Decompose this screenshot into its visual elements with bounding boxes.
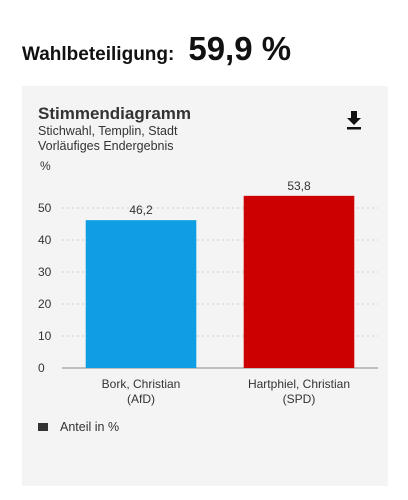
turnout-value: 59,9 % <box>188 30 292 67</box>
bar-chart: % 0 10 20 30 40 50 46,2 Bork, Christian(AfD) 53,8… <box>38 159 378 406</box>
chart-subtitle-line1: Stichwahl, Templin, Stadt <box>38 124 178 138</box>
bar-value-label: 53,8 <box>287 179 311 193</box>
legend-label: Anteil in % <box>60 420 120 434</box>
y-tick-label: 40 <box>38 233 52 247</box>
chart-subtitle: Stichwahl, Templin, Stadt Vorläufiges En… <box>38 124 177 154</box>
chart-card: Stimmendiagramm Stichwahl, Templin, Stad… <box>22 86 388 486</box>
y-tick-label: 10 <box>38 329 52 343</box>
y-tick-label: 50 <box>38 201 52 215</box>
y-tick-label: 30 <box>38 265 52 279</box>
chart-title: Stimmendiagramm <box>38 104 192 123</box>
legend-swatch <box>38 423 48 431</box>
chart-subtitle-line2: Vorläufiges Endergebnis <box>38 139 174 153</box>
x-tick-label: (SPD) <box>283 392 316 406</box>
bar-value-label: 46,2 <box>129 203 153 217</box>
x-tick-label: Hartphiel, Christian <box>248 377 350 391</box>
x-tick-label: Bork, Christian <box>102 377 181 391</box>
legend: Anteil in % <box>38 420 119 434</box>
y-tick-label: 20 <box>38 297 52 311</box>
download-icon[interactable] <box>342 108 366 132</box>
bar <box>85 220 197 368</box>
bar <box>243 195 355 368</box>
turnout-label: Wahlbeteiligung: <box>22 44 175 65</box>
turnout: Wahlbeteiligung: 59,9 % <box>22 30 291 68</box>
y-tick-label: 0 <box>38 361 45 375</box>
y-axis-label: % <box>40 159 51 173</box>
x-tick-label: (AfD) <box>127 392 155 406</box>
